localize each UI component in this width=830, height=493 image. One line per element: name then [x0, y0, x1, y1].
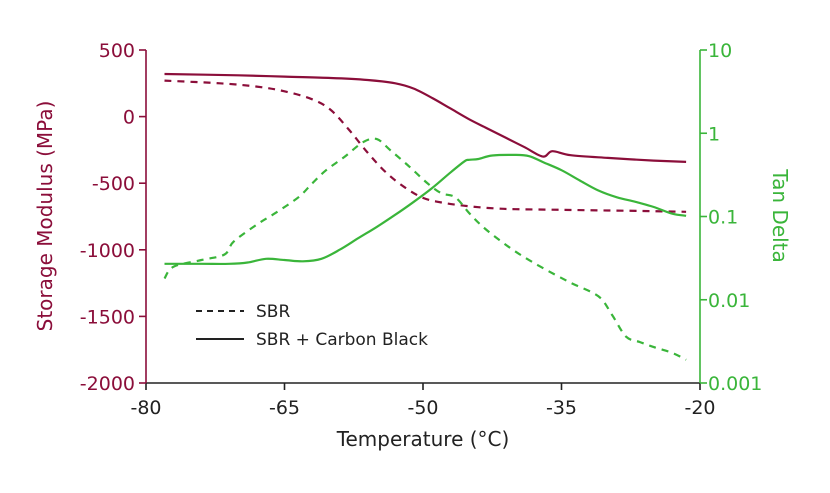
x-tick-label: -50: [407, 397, 438, 419]
modulus-line-sbr-carbon-black: [164, 72, 687, 163]
left-ticks: 500 0 -500 -1000 -1500 -2000: [80, 40, 146, 395]
left-tick-label: -1500: [80, 306, 135, 328]
x-tick-label: -80: [130, 397, 161, 419]
plot-lines: [163, 72, 687, 361]
modulus-line-sbr: [164, 79, 687, 213]
x-axis-title: Temperature (°C): [336, 427, 510, 451]
right-tick-label: 0.001: [708, 373, 762, 395]
left-axis-title: Storage Modulus (MPa): [33, 101, 57, 332]
left-tick-label: 0: [123, 107, 135, 129]
x-ticks: -80 -65 -50 -35 -20: [130, 383, 716, 419]
x-tick-label: -20: [684, 397, 715, 419]
x-tick-label: -65: [269, 397, 300, 419]
right-tick-label: 1: [708, 123, 720, 145]
left-tick-label: 500: [99, 40, 135, 62]
x-tick-label: -35: [546, 397, 577, 419]
legend-label-sbr: SBR: [256, 302, 290, 322]
left-tick-label: -2000: [80, 373, 135, 395]
left-tick-label: -1000: [80, 240, 135, 262]
right-ticks: 10 1 0.1 0.01 0.001: [700, 40, 762, 395]
right-tick-label: 0.1: [708, 207, 738, 229]
right-tick-label: 0.01: [708, 290, 750, 312]
tan-delta-line-sbr: [163, 137, 687, 361]
legend-label-sbr-carbon-black: SBR + Carbon Black: [256, 330, 428, 350]
legend: SBR SBR + Carbon Black: [196, 302, 428, 350]
tan-delta-line-sbr-carbon-black: [164, 153, 687, 266]
right-tick-label: 10: [708, 40, 732, 62]
right-axis-title: Tan Delta: [768, 168, 792, 263]
left-tick-label: -500: [92, 173, 135, 195]
